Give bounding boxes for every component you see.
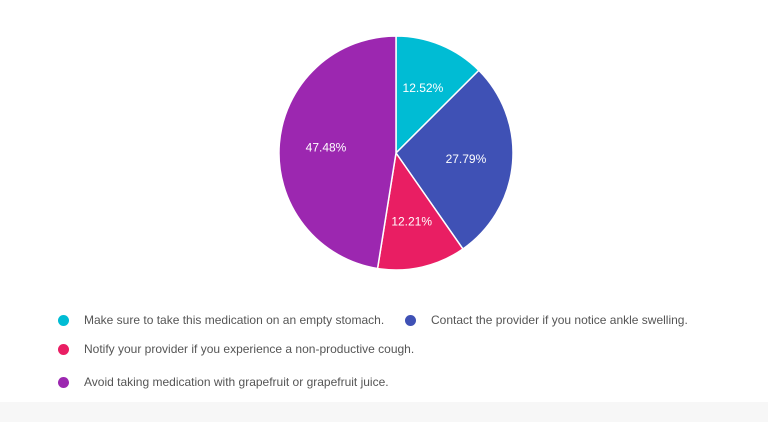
slice-label-empty-stomach: 12.52% (403, 81, 444, 95)
slice-label-grapefruit: 47.48% (306, 140, 347, 154)
slice-label-ankle-swelling: 27.79% (446, 152, 487, 166)
legend-swatch (58, 343, 69, 355)
footer-band (0, 402, 768, 422)
legend-item-grapefruit[interactable]: Avoid taking medication with grapefruit … (58, 375, 389, 389)
pie-slice-cough[interactable] (376, 151, 464, 271)
legend-swatch (405, 314, 416, 326)
legend-item-empty-stomach[interactable]: Make sure to take this medication on an … (58, 313, 384, 327)
slice-label-cough: 12.21% (391, 214, 432, 228)
legend-label: Make sure to take this medication on an … (84, 313, 385, 327)
legend-label: Notify your provider if you experience a… (84, 342, 415, 356)
legend-swatch (58, 376, 69, 388)
pie-slice-ankle-swelling[interactable] (395, 69, 514, 251)
pie-slice-grapefruit[interactable] (278, 35, 397, 270)
legend-swatch (58, 314, 69, 326)
pie-plot: 12.52% 27.79% 12.21% 47.48% (278, 35, 514, 271)
legend-item-cough[interactable]: Notify your provider if you experience a… (58, 342, 414, 356)
legend-label: Contact the provider if you notice ankle… (431, 313, 688, 327)
pie-slice-empty-stomach[interactable] (395, 35, 480, 155)
legend-item-ankle-swelling[interactable]: Contact the provider if you notice ankle… (405, 313, 688, 327)
legend-label: Avoid taking medication with grapefruit … (84, 375, 389, 389)
